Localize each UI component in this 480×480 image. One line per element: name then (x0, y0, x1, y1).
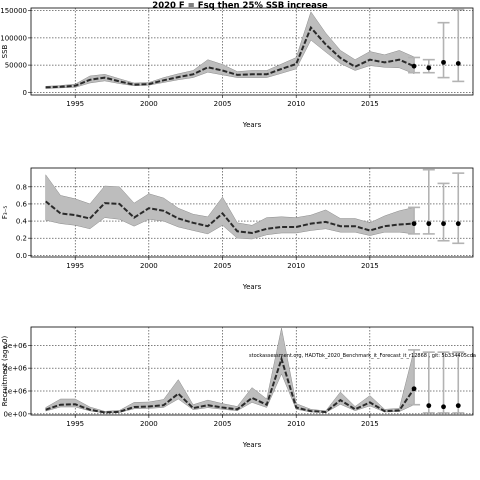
x-axis-title: Years (242, 283, 262, 291)
x-tick-label: 2005 (214, 262, 232, 270)
y-axis-title: SSB (1, 44, 9, 58)
x-tick-label: 2010 (287, 420, 305, 428)
x-tick-label: 1995 (66, 262, 84, 270)
panel-fishing-mortality: 1995 2000 2005 2010 2015 0.0 0.2 0.4 0.6 0.8 Years… (1, 167, 474, 291)
y-tick-label: 100000 (0, 34, 27, 42)
x-tick-label: 2010 (287, 262, 305, 270)
y-axis-title: F₃₋₅ (1, 206, 9, 220)
projection-point (441, 221, 446, 227)
y-tick-label: 3e+06 (3, 342, 27, 350)
chart-title: 2020 F = Fsq then 25% SSB increase (152, 1, 328, 11)
projection-point (426, 221, 432, 227)
projection-point (411, 386, 417, 392)
projection-point (426, 403, 432, 409)
y-tick-label: 0.0 (16, 252, 27, 260)
x-tick-label: 2000 (140, 100, 158, 108)
x-tick-label: 2000 (140, 262, 158, 270)
x-tick-label: 2010 (287, 100, 305, 108)
projection-point (455, 403, 461, 409)
x-tick-label: 2005 (214, 100, 232, 108)
median-line (45, 200, 415, 235)
panel-ssb: 1995 2000 2005 2010 2015 0 50000 100000 150000 Ye… (0, 7, 474, 129)
x-axis-title: Years (242, 441, 262, 449)
plot-frame (30, 167, 474, 258)
median-line (45, 25, 415, 89)
projection-point (455, 221, 461, 227)
plot-frame (30, 7, 474, 96)
x-axis-title: Years (242, 121, 262, 129)
y-tick-label: 0.8 (16, 183, 27, 191)
x-tick-label: 2000 (140, 420, 158, 428)
projection-point (441, 59, 446, 65)
projection-point (441, 404, 446, 410)
y-tick-label: 2e+06 (3, 365, 27, 373)
source-annotation: stockassessment.org, HADTbk_2020_Benchma… (249, 353, 476, 359)
projection-point (411, 221, 417, 227)
x-tick-label: 2015 (361, 100, 379, 108)
y-tick-label: 0.2 (16, 235, 27, 243)
x-tick-label: 2005 (214, 420, 232, 428)
x-tick-label: 1995 (66, 100, 84, 108)
x-tick-label: 2015 (361, 420, 379, 428)
y-tick-label: 0.4 (16, 218, 28, 226)
median-line (45, 355, 415, 414)
plot-frame (30, 326, 474, 416)
y-tick-label: 0.6 (16, 200, 28, 208)
y-tick-label: 0 (23, 89, 27, 97)
confidence-band (45, 11, 415, 89)
y-axis-title: Recruitment (age 0) (1, 336, 9, 407)
x-tick-label: 1995 (66, 420, 84, 428)
projection-point (455, 61, 461, 66)
panel-recruitment: 1995 2000 2005 2010 2015 0e+00 1e+06 2e+06 3e+06… (1, 326, 476, 449)
y-tick-label: 0e+00 (3, 410, 27, 418)
y-tick-label: 1e+06 (3, 388, 27, 396)
projection-point (411, 63, 417, 69)
x-tick-label: 2015 (361, 262, 379, 270)
y-tick-label: 50000 (5, 62, 27, 70)
y-tick-label: 150000 (0, 7, 27, 15)
projection-point (426, 65, 432, 71)
